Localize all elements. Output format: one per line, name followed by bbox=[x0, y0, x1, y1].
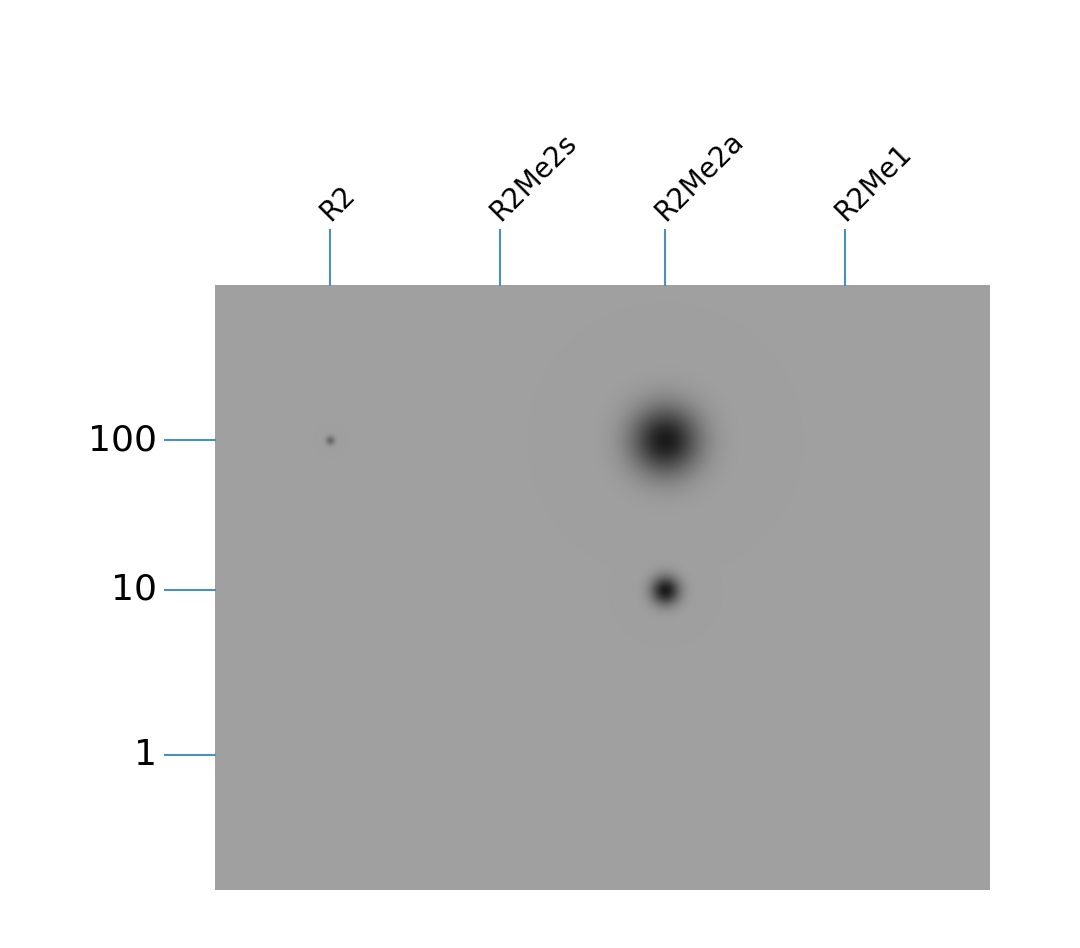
Text: R2Me2a: R2Me2a bbox=[649, 127, 748, 226]
Text: R2Me1: R2Me1 bbox=[829, 138, 917, 226]
Text: R2Me2s: R2Me2s bbox=[484, 128, 582, 226]
Text: 10: 10 bbox=[111, 573, 157, 607]
Text: R2: R2 bbox=[314, 180, 360, 226]
Text: 100: 100 bbox=[87, 423, 157, 457]
Text: 1: 1 bbox=[134, 738, 157, 772]
